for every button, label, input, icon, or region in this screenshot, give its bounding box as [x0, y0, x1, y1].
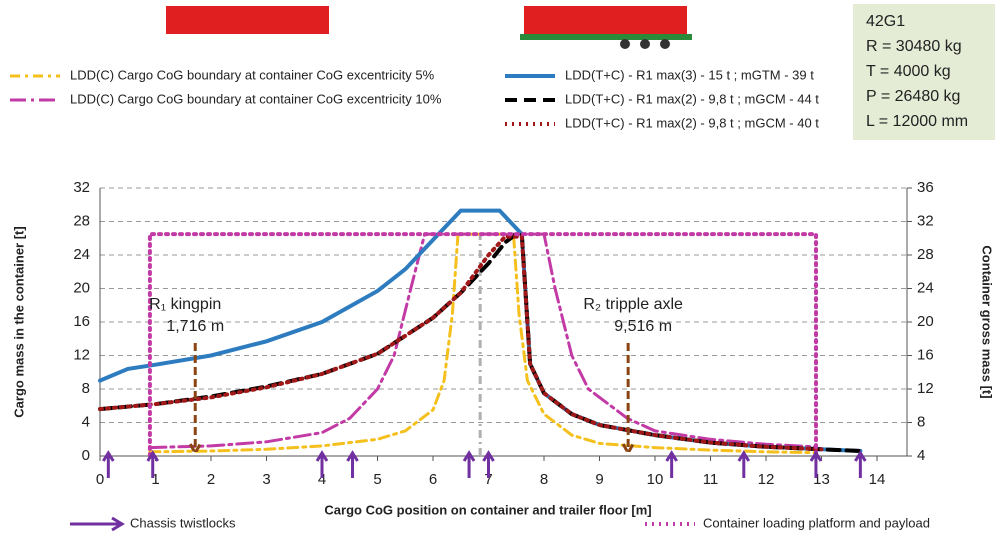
annotation-label: R₁ kingpin — [149, 296, 221, 313]
twistlock-arrow — [346, 450, 359, 478]
info-line: 42G1 — [866, 13, 905, 30]
legend-label: LDD(T+C) - R1 max(3) - 15 t ; mGTM - 39 … — [565, 67, 814, 82]
y-tick-label: 12 — [73, 346, 90, 363]
x-tick-label: 7 — [484, 471, 492, 488]
legend-label: LDD(C) Cargo CoG boundary at container C… — [70, 91, 442, 106]
info-box — [853, 4, 995, 140]
y2-tick-label: 16 — [917, 346, 934, 363]
twistlock-arrow — [102, 450, 115, 478]
y2-tick-label: 32 — [917, 212, 934, 229]
y2-tick-label: 12 — [917, 380, 934, 397]
x-tick-label: 1 — [151, 471, 159, 488]
y-tick-label: 4 — [82, 413, 90, 430]
legend-label: Chassis twistlocks — [130, 515, 236, 530]
legend-swatch — [70, 516, 125, 532]
y2-tick-label: 28 — [917, 246, 934, 263]
x-tick-label: 5 — [373, 471, 381, 488]
info-line: R = 30480 kg — [866, 38, 962, 55]
x-tick-label: 4 — [318, 471, 326, 488]
legend-label: LDD(T+C) - R1 max(2) - 9,8 t ; mGCM - 44… — [565, 91, 819, 106]
y-tick-label: 16 — [73, 313, 90, 330]
y-tick-label: 24 — [73, 246, 90, 263]
twistlock-arrow — [482, 450, 495, 478]
twistlock-arrow — [146, 450, 159, 478]
series-line — [148, 232, 818, 450]
wheel-icon — [640, 39, 650, 49]
annotation-label: R₂ tripple axle — [583, 296, 683, 313]
trailer-icon — [520, 34, 692, 40]
annotation-arrow — [188, 342, 202, 457]
container-icon — [166, 6, 329, 34]
x-tick-label: 0 — [96, 471, 104, 488]
twistlock-arrow — [809, 450, 823, 478]
x-tick-label: 6 — [429, 471, 437, 488]
x-tick-label: 2 — [207, 471, 215, 488]
legend-label: Container loading platform and payload — [703, 515, 930, 530]
x-tick-label: 11 — [703, 471, 719, 488]
series-line — [98, 234, 824, 452]
y2-tick-label: 24 — [917, 279, 934, 296]
y-tick-label: 28 — [73, 212, 90, 229]
annotation-label: 9,516 m — [614, 318, 672, 335]
twistlock-arrow — [315, 450, 329, 478]
x-tick-label: 9 — [595, 471, 603, 488]
y2-tick-label: 4 — [917, 447, 925, 464]
y2-tick-label: 20 — [917, 313, 934, 330]
y2-tick-label: 36 — [917, 179, 934, 196]
x-axis-title: Cargo CoG position on container and trai… — [324, 502, 651, 517]
twistlock-arrow — [665, 450, 678, 478]
container-icon — [524, 6, 687, 34]
y-tick-label: 32 — [73, 179, 90, 196]
twistlock-arrow — [462, 450, 476, 478]
legend-label: LDD(C) Cargo CoG boundary at container C… — [70, 67, 435, 82]
twistlock-arrow — [854, 450, 867, 478]
y-axis-title: Cargo mass in the container [t] — [11, 226, 26, 417]
annotation-label: 1,716 m — [166, 318, 224, 335]
y2-axis-title: Container gross mass [t] — [980, 245, 995, 398]
wheel-icon — [660, 39, 670, 49]
info-line: T = 4000 kg — [866, 63, 951, 80]
wheel-icon — [620, 39, 630, 49]
annotation-arrow — [621, 342, 635, 457]
info-line: L = 12000 mm — [866, 113, 968, 130]
x-tick-label: 12 — [758, 471, 775, 488]
y-tick-label: 20 — [73, 279, 90, 296]
x-tick-label: 14 — [869, 471, 886, 488]
y-tick-label: 0 — [82, 447, 90, 464]
info-line: P = 26480 kg — [866, 88, 960, 105]
y2-tick-label: 8 — [917, 413, 925, 430]
twistlock-arrow — [737, 450, 751, 478]
x-tick-label: 10 — [647, 471, 664, 488]
y-tick-label: 8 — [82, 380, 90, 397]
x-tick-label: 3 — [262, 471, 270, 488]
series-line — [147, 232, 818, 458]
x-tick-label: 8 — [540, 471, 548, 488]
legend-label: LDD(T+C) - R1 max(2) - 9,8 t ; mGCM - 40… — [565, 115, 819, 130]
